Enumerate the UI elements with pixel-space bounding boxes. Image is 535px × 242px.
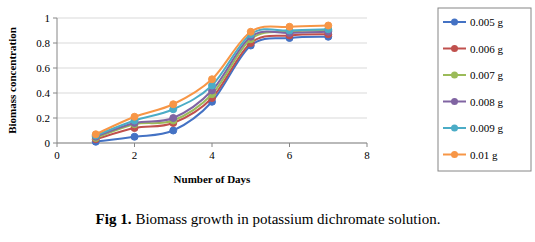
- y-tick: [53, 93, 57, 94]
- grid-line: [57, 18, 367, 19]
- series-line: [96, 32, 329, 137]
- legend-marker: [451, 72, 458, 79]
- y-axis-label: Biomass concentration: [6, 27, 18, 134]
- legend-label: 0.006 g: [470, 43, 504, 55]
- x-tick-label: 8: [364, 149, 370, 161]
- y-tick: [53, 43, 57, 44]
- legend-marker: [451, 125, 458, 132]
- point: [92, 131, 99, 138]
- point: [131, 133, 138, 140]
- legend-label: 0.007 g: [470, 69, 504, 81]
- y-tick: [53, 18, 57, 19]
- plot-area: [92, 22, 332, 145]
- chart: 0 0.2 0.4 0.6 0.8 1 0 2 4 6 8 Number of Days Biomass…: [0, 0, 535, 242]
- point: [131, 113, 138, 120]
- x-tick-label: 4: [209, 149, 215, 161]
- caption-text: Biomass growth in potassium dichromate s…: [135, 211, 440, 227]
- legend: 0.005 g 0.006 g 0.007 g 0.008 g 0.009 g 0.01 …: [438, 8, 531, 171]
- x-tick: [212, 143, 213, 147]
- point: [247, 28, 254, 35]
- y-tick: [53, 143, 57, 144]
- legend-marker: [451, 151, 458, 158]
- y-tick-label: 0.2: [36, 112, 50, 124]
- x-tick: [289, 143, 290, 147]
- grid-line: [57, 68, 367, 69]
- point: [209, 76, 216, 83]
- series-line: [96, 29, 329, 135]
- y-tick: [53, 118, 57, 119]
- x-tick-label: 0: [54, 149, 60, 161]
- point: [170, 101, 177, 108]
- x-tick-label: 2: [132, 149, 138, 161]
- caption: Fig 1.Biomass growth in potassium dichro…: [96, 211, 441, 227]
- legend-marker: [451, 45, 458, 52]
- y-axis: [57, 18, 58, 143]
- x-tick: [134, 143, 135, 147]
- x-tick-label: 6: [287, 149, 293, 161]
- grid-line: [57, 43, 367, 44]
- point: [325, 22, 332, 29]
- point: [170, 127, 177, 134]
- caption-label: Fig 1.: [96, 211, 132, 227]
- y-tick-label: 0: [45, 137, 51, 149]
- legend-marker: [451, 98, 458, 105]
- legend-label: 0.008 g: [470, 96, 504, 108]
- y-tick-label: 0.8: [36, 37, 50, 49]
- legend-label: 0.01 g: [470, 149, 498, 161]
- x-tick: [57, 143, 58, 147]
- point: [286, 23, 293, 30]
- legend-marker: [451, 19, 458, 26]
- legend-box: [438, 8, 531, 171]
- x-axis-label: Number of Days: [174, 173, 252, 185]
- series-line: [96, 34, 329, 139]
- x-tick: [367, 143, 368, 147]
- point: [170, 115, 177, 122]
- legend-label: 0.009 g: [470, 122, 504, 134]
- series-line: [96, 26, 329, 135]
- y-tick: [53, 68, 57, 69]
- legend-label: 0.005 g: [470, 16, 504, 28]
- grid-line: [57, 118, 367, 119]
- y-tick-label: 0.4: [36, 87, 50, 99]
- y-tick-label: 1: [45, 12, 51, 24]
- y-tick-label: 0.6: [36, 62, 50, 74]
